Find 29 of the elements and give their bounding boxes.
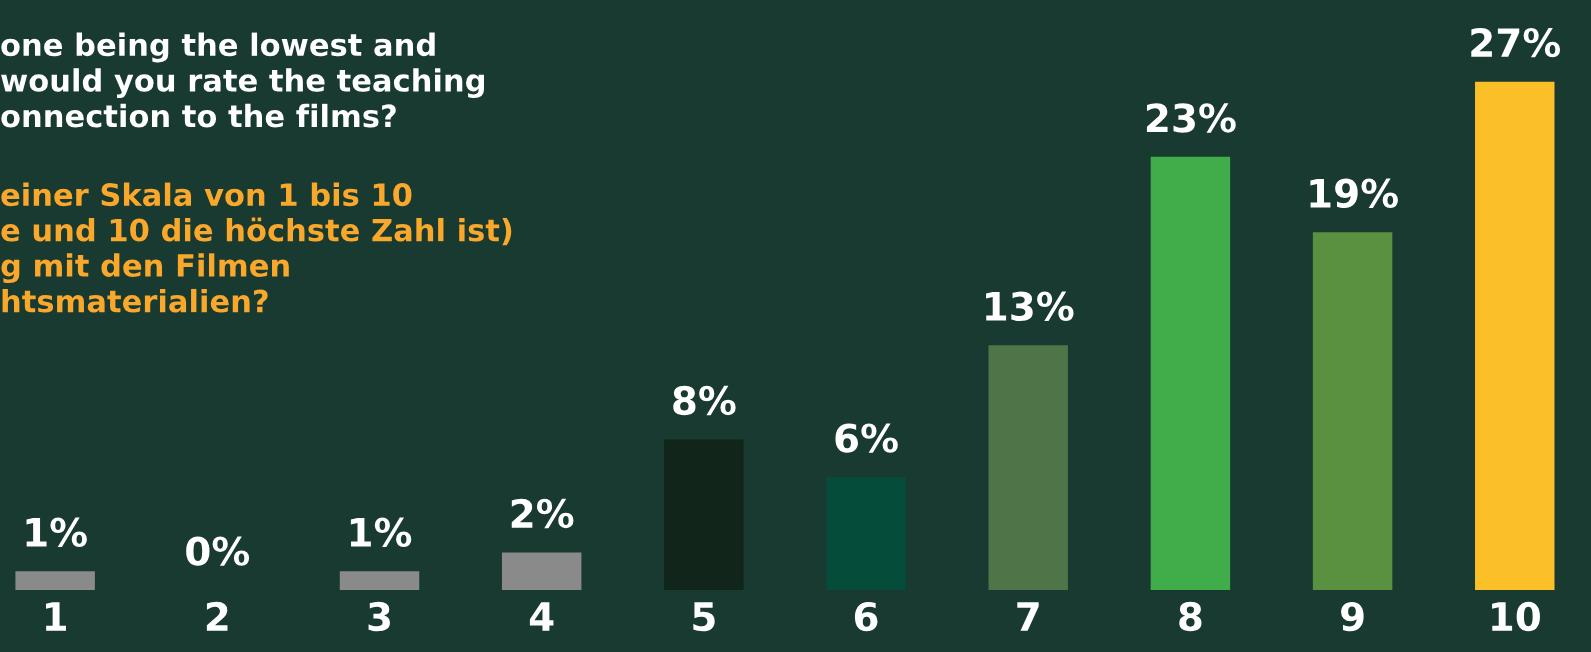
x-tick-label: 7 (1017, 602, 1039, 631)
data-label: 6% (835, 423, 898, 453)
x-tick-label: 9 (1341, 601, 1364, 632)
x-tick-label: 2 (206, 601, 228, 631)
x-tick-label: 3 (368, 601, 390, 632)
x-tick-label: 4 (529, 602, 554, 631)
data-label: 13% (986, 291, 1074, 321)
data-label: 27% (1471, 27, 1561, 58)
bar (339, 571, 420, 591)
x-tick-label: 10 (1492, 601, 1540, 632)
bar (1312, 232, 1393, 591)
x-tick-label: 5 (693, 602, 715, 632)
data-label: 8% (673, 385, 736, 416)
data-label: 0% (186, 536, 250, 566)
bar (501, 552, 582, 591)
text: einer Skala von 1 bis 10 e und 10 die höchste Zahl ist) g mit den Filmen htsmaterialien? (1, 182, 512, 313)
bar (1475, 81, 1555, 591)
x-tick-label: 1 (46, 602, 66, 631)
data-label: 23% (1146, 103, 1236, 133)
bar (988, 345, 1068, 591)
bar (1150, 156, 1231, 591)
data-label: 19% (1310, 178, 1398, 208)
chart-title: one being the lowest and would you rate the teaching onnection to the films? (1, 32, 484, 128)
data-label: 1% (350, 517, 412, 548)
x-tick-label: 6 (854, 601, 878, 632)
data-label: 2% (511, 498, 574, 529)
x-tick-label: 8 (1179, 601, 1202, 632)
data-label: 1% (26, 517, 87, 548)
bar (15, 571, 95, 591)
